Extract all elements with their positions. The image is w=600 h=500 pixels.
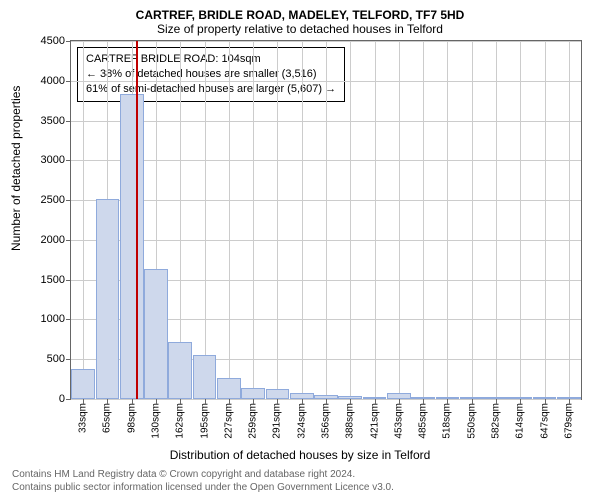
x-tick-mark — [205, 399, 206, 404]
x-tick-mark — [423, 399, 424, 404]
x-tick-mark — [156, 399, 157, 404]
gridline-v — [326, 41, 327, 399]
x-tick-mark — [569, 399, 570, 404]
gridline-v — [423, 41, 424, 399]
bar — [266, 389, 290, 399]
y-tick-mark — [66, 280, 71, 281]
x-tick-label: 388sqm — [345, 399, 356, 439]
x-tick-mark — [132, 399, 133, 404]
x-tick-mark — [180, 399, 181, 404]
bar — [71, 369, 95, 399]
bar — [144, 269, 168, 399]
gridline-v — [520, 41, 521, 399]
copyright-line: Contains HM Land Registry data © Crown c… — [12, 468, 394, 481]
bar — [217, 378, 241, 399]
y-tick-mark — [66, 121, 71, 122]
gridline-v — [472, 41, 473, 399]
infobox-line: CARTREF BRIDLE ROAD: 104sqm — [86, 52, 336, 67]
x-tick-mark — [302, 399, 303, 404]
x-tick-label: 647sqm — [539, 399, 550, 439]
x-tick-mark — [472, 399, 473, 404]
x-tick-label: 550sqm — [466, 399, 477, 439]
y-tick-mark — [66, 319, 71, 320]
y-axis-label: Number of detached properties — [9, 86, 23, 251]
plot-area: CARTREF BRIDLE ROAD: 104sqm ← 38% of det… — [70, 40, 582, 400]
x-tick-mark — [520, 399, 521, 404]
y-tick-mark — [66, 41, 71, 42]
bar — [96, 199, 120, 399]
x-axis-label: Distribution of detached houses by size … — [8, 448, 592, 462]
bar — [193, 355, 217, 399]
x-tick-mark — [350, 399, 351, 404]
gridline-v — [277, 41, 278, 399]
gridline-v — [229, 41, 230, 399]
y-tick-mark — [66, 200, 71, 201]
copyright-notice: Contains HM Land Registry data © Crown c… — [12, 468, 394, 494]
gridline-v — [569, 41, 570, 399]
x-tick-label: 324sqm — [296, 399, 307, 439]
x-tick-label: 679sqm — [563, 399, 574, 439]
gridline-v — [350, 41, 351, 399]
gridline-v — [375, 41, 376, 399]
x-tick-label: 453sqm — [393, 399, 404, 439]
x-tick-label: 33sqm — [78, 399, 89, 433]
x-tick-label: 582sqm — [491, 399, 502, 439]
gridline-v — [496, 41, 497, 399]
x-tick-label: 291sqm — [272, 399, 283, 439]
y-tick-mark — [66, 359, 71, 360]
chart-subtitle: Size of property relative to detached ho… — [8, 22, 592, 36]
y-tick-mark — [66, 81, 71, 82]
x-tick-label: 98sqm — [126, 399, 137, 433]
infobox-line: ← 38% of detached houses are smaller (3,… — [86, 67, 336, 82]
gridline-v — [545, 41, 546, 399]
x-tick-label: 614sqm — [515, 399, 526, 439]
x-tick-mark — [447, 399, 448, 404]
gridline-v — [399, 41, 400, 399]
x-tick-label: 518sqm — [442, 399, 453, 439]
info-box: CARTREF BRIDLE ROAD: 104sqm ← 38% of det… — [77, 47, 345, 102]
gridline-v — [83, 41, 84, 399]
x-tick-label: 162sqm — [175, 399, 186, 439]
property-marker-line — [136, 41, 138, 399]
gridline-v — [302, 41, 303, 399]
x-tick-mark — [399, 399, 400, 404]
gridline-v — [253, 41, 254, 399]
chart-container: CARTREF, BRIDLE ROAD, MADELEY, TELFORD, … — [8, 8, 592, 492]
gridline-v — [447, 41, 448, 399]
x-tick-label: 227sqm — [223, 399, 234, 439]
x-tick-mark — [83, 399, 84, 404]
x-tick-label: 65sqm — [102, 399, 113, 433]
x-tick-label: 130sqm — [151, 399, 162, 439]
copyright-line: Contains public sector information licen… — [12, 481, 394, 494]
chart-title: CARTREF, BRIDLE ROAD, MADELEY, TELFORD, … — [8, 8, 592, 22]
x-tick-mark — [107, 399, 108, 404]
x-tick-mark — [277, 399, 278, 404]
x-tick-mark — [496, 399, 497, 404]
x-tick-label: 356sqm — [321, 399, 332, 439]
x-tick-label: 195sqm — [199, 399, 210, 439]
y-tick-mark — [66, 399, 71, 400]
bar — [241, 388, 265, 399]
x-tick-mark — [229, 399, 230, 404]
bar — [168, 342, 192, 399]
x-tick-label: 421sqm — [369, 399, 380, 439]
bar — [120, 94, 144, 399]
x-tick-mark — [545, 399, 546, 404]
gridline-v — [205, 41, 206, 399]
x-tick-mark — [253, 399, 254, 404]
x-tick-mark — [375, 399, 376, 404]
x-tick-label: 259sqm — [248, 399, 259, 439]
x-tick-mark — [326, 399, 327, 404]
y-tick-mark — [66, 240, 71, 241]
y-tick-mark — [66, 160, 71, 161]
x-tick-label: 485sqm — [418, 399, 429, 439]
